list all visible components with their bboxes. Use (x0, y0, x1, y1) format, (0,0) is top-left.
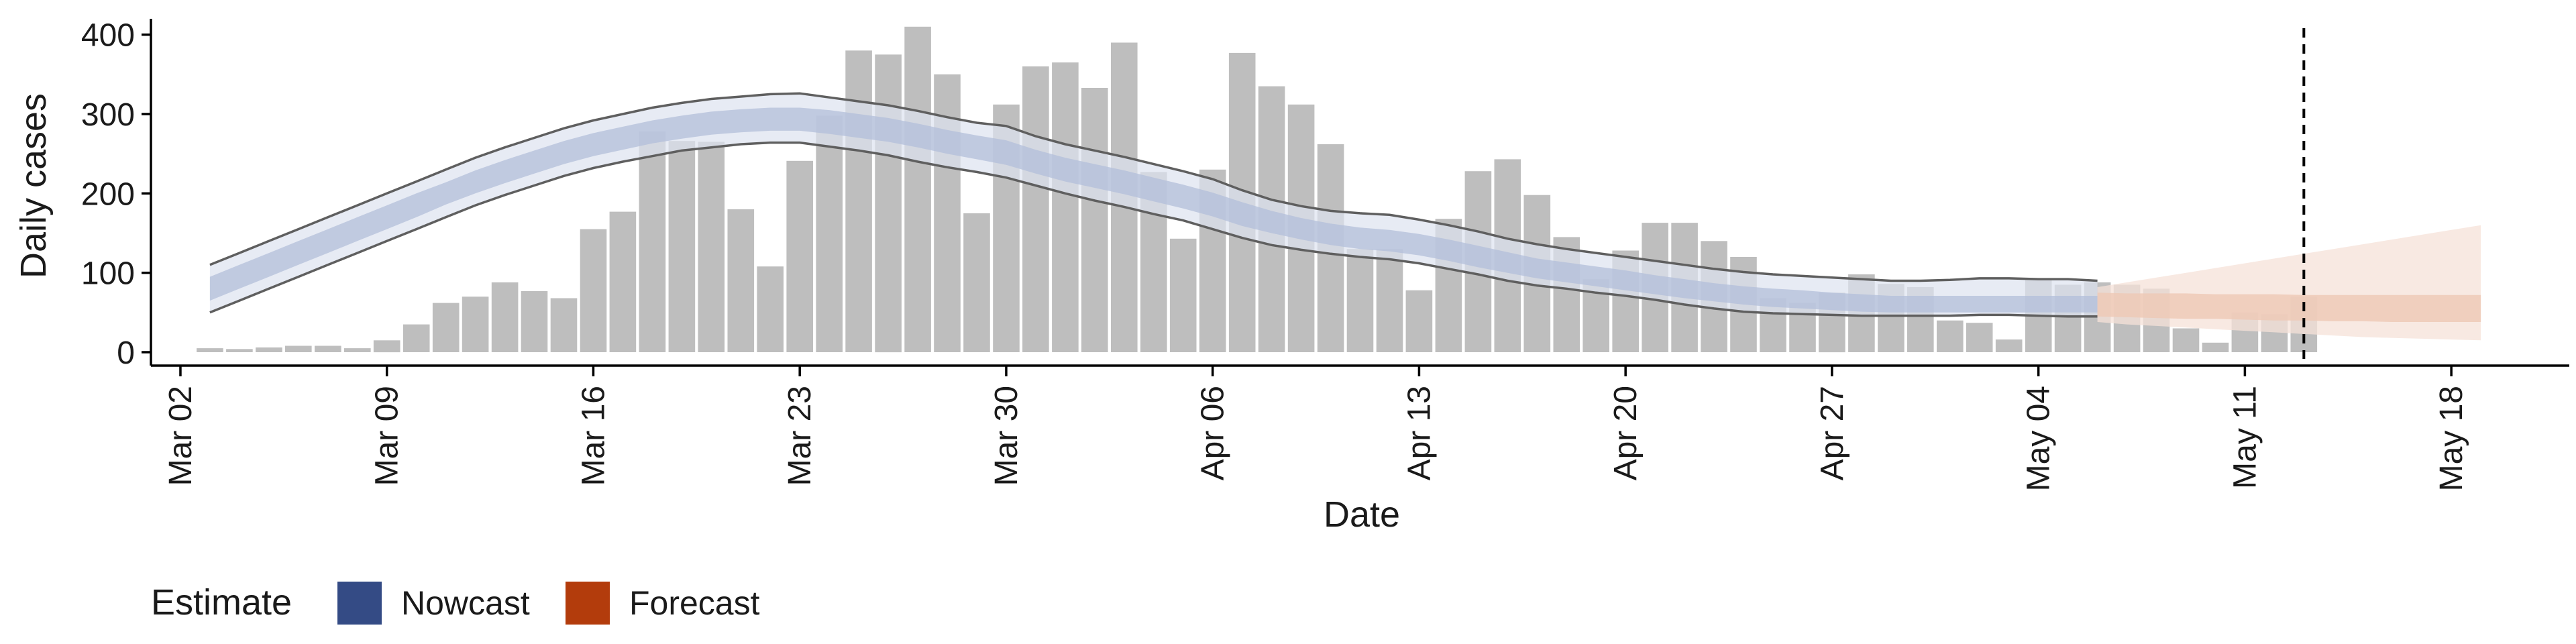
case-bar (639, 131, 666, 352)
x-tick-label: May 04 (2021, 386, 2057, 491)
case-bar (786, 160, 813, 353)
case-bar (1405, 290, 1433, 352)
y-tick-label: 400 (81, 18, 135, 54)
legend-label-forecast: Forecast (629, 584, 760, 622)
legend-swatch-nowcast (337, 582, 382, 625)
x-tick-label: Mar 30 (989, 386, 1024, 486)
case-bar (845, 50, 872, 353)
case-bar (197, 348, 223, 352)
case-bar (432, 303, 460, 352)
case-bar (1937, 320, 1964, 352)
axes-layer: 0 100 200 300 400 Mar 02 Mar 09 Mar 16 Mar 23 Mar… (81, 18, 2569, 491)
case-bar (491, 282, 519, 352)
case-bar (963, 213, 990, 352)
case-bar (402, 324, 430, 352)
x-tick-label: Mar 23 (782, 386, 818, 486)
case-bar (1052, 62, 1079, 352)
case-bar (226, 349, 253, 352)
case-bar (521, 290, 548, 352)
x-tick-label: May 18 (2434, 386, 2469, 491)
case-bar (462, 297, 489, 352)
case-bar (256, 347, 282, 352)
case-bar (2172, 328, 2200, 352)
case-bar (698, 142, 725, 352)
forecast-inner-band (2097, 292, 2481, 322)
case-bar (727, 209, 755, 352)
case-bar (1022, 66, 1049, 352)
x-tick-label: Mar 09 (370, 386, 405, 486)
forecast-layer (2097, 225, 2481, 341)
case-bar (315, 345, 341, 352)
forecast-outer-band (2097, 225, 2481, 341)
case-bar (875, 54, 902, 353)
nowcast-lower-line (209, 141, 2098, 318)
y-axis-label: Daily cases (13, 93, 54, 278)
legend: Estimate Nowcast Forecast (151, 582, 760, 625)
legend-label-nowcast: Nowcast (401, 584, 530, 622)
y-tick-label: 100 (81, 256, 135, 292)
nowcast-outer-band (209, 93, 2098, 317)
case-bar (1995, 339, 2023, 352)
x-axis-label: Date (1324, 494, 1400, 535)
nowcast-upper-line (209, 92, 2098, 282)
x-tick-label: Mar 02 (163, 386, 199, 486)
y-tick-label: 200 (81, 176, 135, 212)
case-bar (816, 115, 843, 352)
case-bar (609, 211, 637, 352)
legend-title: Estimate (151, 582, 292, 623)
case-bar (1376, 249, 1403, 352)
legend-swatch-forecast (566, 582, 610, 625)
case-bar (1966, 323, 1993, 352)
y-tick-label: 300 (81, 97, 135, 133)
y-tick-label: 0 (117, 335, 135, 371)
nowcast-layer (209, 92, 2098, 318)
x-tick-label: Apr 20 (1608, 386, 1644, 480)
x-tick-label: Mar 16 (576, 386, 611, 486)
x-tick-label: Apr 06 (1195, 386, 1231, 480)
case-bar (904, 26, 931, 353)
x-tick-label: Apr 27 (1815, 386, 1850, 480)
case-bar (580, 229, 607, 352)
case-bar (285, 345, 312, 352)
x-tick-label: Apr 13 (1401, 386, 1437, 480)
case-bar (1081, 88, 1108, 352)
case-bar (2202, 342, 2229, 352)
case-bar (373, 340, 400, 353)
case-bar (668, 141, 696, 352)
case-bar (1169, 238, 1197, 352)
case-bar (344, 348, 371, 352)
case-bar (757, 266, 784, 352)
case-bar (550, 298, 578, 352)
x-tick-label: May 11 (2227, 386, 2263, 489)
case-bar (1346, 249, 1374, 352)
